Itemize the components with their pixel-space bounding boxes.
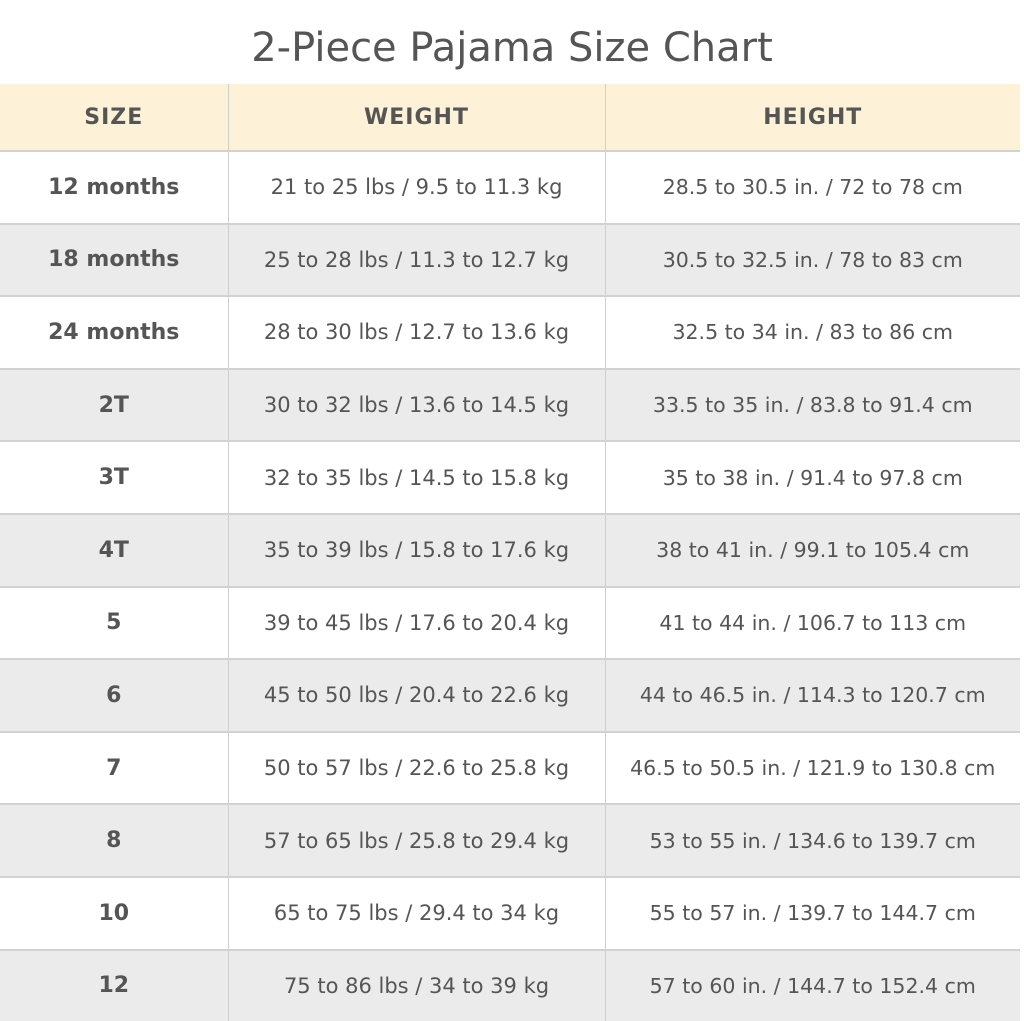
- table-row: 24 months 28 to 30 lbs / 12.7 to 13.6 kg 3…: [0, 295, 1020, 369]
- table-row: 3T 32 to 35 lbs / 14.5 to 15.8 kg 35 to 38…: [0, 440, 1020, 514]
- table-row: 10 65 to 75 lbs / 29.4 to 34 kg 55 to 57 i…: [0, 875, 1020, 950]
- cell-size: 12: [0, 948, 228, 1021]
- cell-height: 46.5 to 50.5 in. / 121.9 to 130.8 cm: [604, 730, 1020, 805]
- cell-size: 10: [0, 875, 228, 950]
- cell-height: 55 to 57 in. / 139.7 to 144.7 cm: [604, 875, 1020, 950]
- header-height: HEIGHT: [604, 84, 1020, 151]
- table-row: 5 39 to 45 lbs / 17.6 to 20.4 kg 41 to 44 …: [0, 585, 1020, 660]
- cell-size: 5: [0, 585, 228, 660]
- cell-height: 38 to 41 in. / 99.1 to 105.4 cm: [604, 512, 1020, 587]
- cell-weight: 32 to 35 lbs / 14.5 to 15.8 kg: [227, 440, 605, 514]
- cell-height: 41 to 44 in. / 106.7 to 113 cm: [604, 585, 1020, 660]
- cell-weight: 50 to 57 lbs / 22.6 to 25.8 kg: [227, 730, 605, 805]
- table-row: 12 months 21 to 25 lbs / 9.5 to 11.3 kg 28…: [0, 150, 1020, 224]
- cell-height: 44 to 46.5 in. / 114.3 to 120.7 cm: [604, 658, 1020, 732]
- table-row: 2T 30 to 32 lbs / 13.6 to 14.5 kg 33.5 to …: [0, 367, 1020, 442]
- cell-height: 32.5 to 34 in. / 83 to 86 cm: [604, 295, 1020, 369]
- cell-size: 18 months: [0, 222, 228, 297]
- header-row: SIZE WEIGHT HEIGHT: [0, 84, 1020, 151]
- table-row: 8 57 to 65 lbs / 25.8 to 29.4 kg 53 to 55 …: [0, 803, 1020, 877]
- table-row: 7 50 to 57 lbs / 22.6 to 25.8 kg 46.5 to 5…: [0, 730, 1020, 805]
- cell-weight: 30 to 32 lbs / 13.6 to 14.5 kg: [227, 367, 605, 442]
- page-title: 2-Piece Pajama Size Chart: [251, 24, 773, 71]
- cell-weight: 35 to 39 lbs / 15.8 to 17.6 kg: [227, 512, 605, 587]
- table-row: 18 months 25 to 28 lbs / 11.3 to 12.7 kg 3…: [0, 222, 1020, 297]
- cell-size: 12 months: [0, 150, 228, 224]
- cell-weight: 45 to 50 lbs / 20.4 to 22.6 kg: [227, 658, 605, 732]
- cell-size: 6: [0, 658, 228, 732]
- cell-size: 2T: [0, 367, 228, 442]
- cell-size: 4T: [0, 512, 228, 587]
- cell-height: 28.5 to 30.5 in. / 72 to 78 cm: [604, 150, 1020, 224]
- table-row: 6 45 to 50 lbs / 20.4 to 22.6 kg 44 to 46.…: [0, 658, 1020, 732]
- cell-weight: 75 to 86 lbs / 34 to 39 kg: [227, 948, 605, 1021]
- header-size: SIZE: [0, 84, 228, 151]
- cell-height: 33.5 to 35 in. / 83.8 to 91.4 cm: [604, 367, 1020, 442]
- cell-weight: 57 to 65 lbs / 25.8 to 29.4 kg: [227, 803, 605, 877]
- cell-weight: 65 to 75 lbs / 29.4 to 34 kg: [227, 875, 605, 950]
- cell-size: 3T: [0, 440, 228, 514]
- cell-weight: 21 to 25 lbs / 9.5 to 11.3 kg: [227, 150, 605, 224]
- cell-size: 7: [0, 730, 228, 805]
- cell-height: 57 to 60 in. / 144.7 to 152.4 cm: [604, 948, 1020, 1021]
- cell-weight: 28 to 30 lbs / 12.7 to 13.6 kg: [227, 295, 605, 369]
- cell-weight: 39 to 45 lbs / 17.6 to 20.4 kg: [227, 585, 605, 660]
- cell-height: 53 to 55 in. / 134.6 to 139.7 cm: [604, 803, 1020, 877]
- cell-size: 8: [0, 803, 228, 877]
- table-row: 12 75 to 86 lbs / 34 to 39 kg 57 to 60 in.…: [0, 948, 1020, 1021]
- table-row: 4T 35 to 39 lbs / 15.8 to 17.6 kg 38 to 41…: [0, 512, 1020, 587]
- size-chart-table: SIZE WEIGHT HEIGHT 12 months 21 to 25 lbs…: [0, 84, 1020, 1021]
- cell-size: 24 months: [0, 295, 228, 369]
- cell-weight: 25 to 28 lbs / 11.3 to 12.7 kg: [227, 222, 605, 297]
- header-weight: WEIGHT: [227, 84, 605, 151]
- cell-height: 30.5 to 32.5 in. / 78 to 83 cm: [604, 222, 1020, 297]
- cell-height: 35 to 38 in. / 91.4 to 97.8 cm: [604, 440, 1020, 514]
